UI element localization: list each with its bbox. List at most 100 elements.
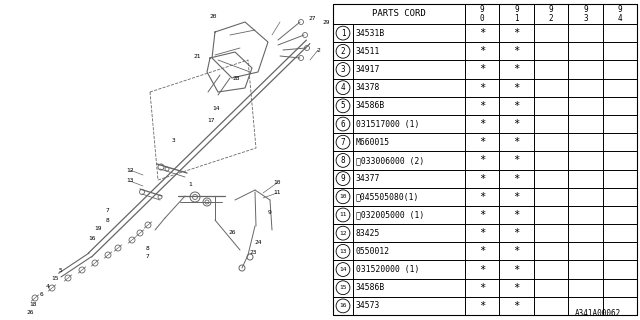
Bar <box>568 279 603 297</box>
Text: 20: 20 <box>209 14 217 20</box>
Circle shape <box>190 192 200 202</box>
Bar <box>534 24 568 42</box>
Bar <box>499 188 534 206</box>
Bar <box>465 224 499 242</box>
Circle shape <box>158 195 162 199</box>
Text: *: * <box>479 301 485 311</box>
Bar <box>499 224 534 242</box>
Text: Ⓢ045505080(1): Ⓢ045505080(1) <box>356 192 419 201</box>
Text: 5: 5 <box>340 101 346 110</box>
Bar <box>534 4 568 24</box>
Text: 1: 1 <box>340 28 346 37</box>
Text: PARTS CORD: PARTS CORD <box>372 10 426 19</box>
Bar <box>568 133 603 151</box>
Text: *: * <box>513 46 520 56</box>
Text: *: * <box>479 137 485 147</box>
Bar <box>353 24 465 42</box>
Text: 9: 9 <box>515 5 519 14</box>
Bar <box>333 79 353 97</box>
Bar <box>603 60 637 79</box>
Text: 28: 28 <box>232 76 240 81</box>
Bar <box>568 97 603 115</box>
Bar <box>353 206 465 224</box>
Text: 031517000 (1): 031517000 (1) <box>356 120 419 129</box>
Text: 16: 16 <box>88 236 96 241</box>
Text: 11: 11 <box>339 212 347 218</box>
Bar <box>333 4 637 315</box>
Bar <box>465 260 499 279</box>
Text: 14: 14 <box>212 106 220 110</box>
Bar <box>499 297 534 315</box>
Bar <box>499 4 534 24</box>
Circle shape <box>105 252 111 258</box>
Bar <box>568 224 603 242</box>
Text: *: * <box>479 246 485 256</box>
Bar <box>353 242 465 260</box>
Bar <box>499 151 534 170</box>
Text: 2: 2 <box>548 14 554 23</box>
Circle shape <box>193 195 198 199</box>
Text: 27: 27 <box>308 15 316 20</box>
Text: 3: 3 <box>583 14 588 23</box>
Text: 8: 8 <box>340 156 346 165</box>
Bar <box>353 133 465 151</box>
Bar <box>465 206 499 224</box>
Bar <box>353 97 465 115</box>
Circle shape <box>165 167 169 171</box>
Bar <box>499 206 534 224</box>
Bar <box>333 297 353 315</box>
Circle shape <box>137 230 143 236</box>
Text: 13: 13 <box>339 249 347 254</box>
Text: 16: 16 <box>339 303 347 308</box>
Bar <box>333 133 353 151</box>
Text: *: * <box>479 228 485 238</box>
Bar <box>568 242 603 260</box>
Text: 13: 13 <box>126 179 134 183</box>
Text: 10: 10 <box>273 180 281 186</box>
Circle shape <box>145 222 151 228</box>
Bar <box>499 260 534 279</box>
Bar <box>465 97 499 115</box>
Text: 8: 8 <box>106 218 110 222</box>
Text: 14: 14 <box>339 267 347 272</box>
Text: 34586B: 34586B <box>356 101 385 110</box>
Text: 34377: 34377 <box>356 174 380 183</box>
Bar <box>333 60 353 79</box>
Text: 3: 3 <box>340 65 346 74</box>
Text: *: * <box>513 173 520 184</box>
Text: 83425: 83425 <box>356 229 380 238</box>
Text: 34573: 34573 <box>356 301 380 310</box>
Text: 0: 0 <box>480 14 484 23</box>
Bar <box>353 60 465 79</box>
Bar <box>603 188 637 206</box>
Bar <box>333 42 353 60</box>
Text: *: * <box>513 246 520 256</box>
Bar <box>465 279 499 297</box>
Bar <box>499 60 534 79</box>
Bar <box>333 188 353 206</box>
Bar <box>568 115 603 133</box>
Text: 34917: 34917 <box>356 65 380 74</box>
Bar <box>534 206 568 224</box>
Bar <box>465 297 499 315</box>
Bar <box>499 242 534 260</box>
Circle shape <box>140 189 145 195</box>
Text: 6: 6 <box>40 292 44 298</box>
Bar <box>534 188 568 206</box>
Bar <box>353 170 465 188</box>
Bar <box>499 42 534 60</box>
Text: 21: 21 <box>193 53 201 59</box>
Bar <box>603 170 637 188</box>
Text: 29: 29 <box>323 20 330 26</box>
Text: *: * <box>513 101 520 111</box>
Circle shape <box>32 295 38 301</box>
Bar <box>534 224 568 242</box>
Text: 17: 17 <box>207 117 215 123</box>
Text: *: * <box>513 210 520 220</box>
Bar <box>568 170 603 188</box>
Bar <box>333 115 353 133</box>
Bar <box>534 170 568 188</box>
Bar <box>603 97 637 115</box>
Bar <box>333 224 353 242</box>
Text: 9: 9 <box>548 5 554 14</box>
